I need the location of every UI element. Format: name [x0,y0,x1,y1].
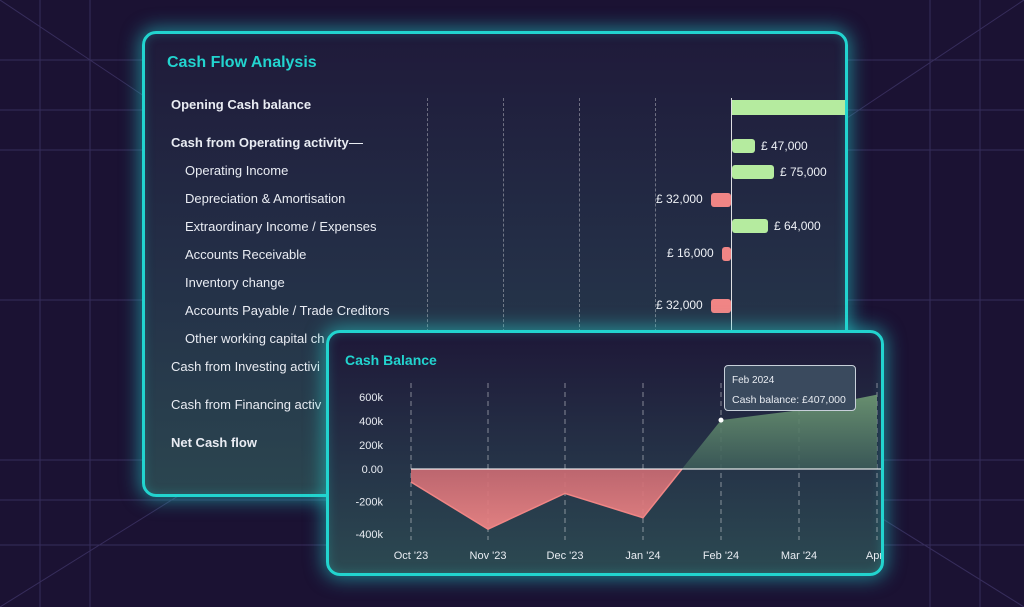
y-tick-label: -200k [355,497,383,509]
x-tick-label: Jan '24 [625,550,660,562]
row-operating-income: Operating Income [185,163,289,178]
row-inventory-change: Inventory change [185,275,285,290]
y-tick-label: 400k [359,416,383,428]
bar-accounts-receivable [722,247,731,261]
x-tick-label: Oct '23 [394,550,429,562]
x-tick-label: Dec '23 [547,550,584,562]
chart-tooltip: Feb 2024 Cash balance: £407,000 [724,365,856,411]
bar-accounts-payable [711,299,731,313]
negative-balance-area [411,469,682,530]
tooltip-value: Cash balance: £407,000 [732,394,846,406]
collapse-dash-icon[interactable] [349,143,363,144]
row-opening-cash-balance: Opening Cash balance [171,97,312,112]
bar-operating-income [732,165,774,179]
x-tick-label: Apr ' [866,550,884,562]
value-extraordinary: £ 64,000 [774,219,821,233]
grid-line [579,98,580,494]
row-accounts-payable: Accounts Payable / Trade Creditors [185,303,390,318]
row-other-working-capital: Other working capital ch [185,331,325,346]
bar-opening-cash-balance [732,100,845,115]
cash-balance-area-chart: 600k 400k 200k 0.00 -200k -400k Oct '23 Nov '23… [355,383,884,562]
zero-axis-line [731,98,732,494]
grid-line [427,98,428,494]
value-accounts-payable: £ 32,000 [656,298,703,312]
row-net-cash-flow: Net Cash flow [171,435,257,450]
grid-line [503,98,504,494]
row-depreciation: Depreciation & Amortisation [185,191,346,206]
grid-line [655,98,656,494]
row-cash-from-investing: Cash from Investing activi [171,359,320,374]
positive-balance-area [681,394,877,469]
row-extraordinary: Extraordinary Income / Expenses [185,219,377,234]
y-tick-label: 600k [359,392,383,404]
cash-balance-title: Cash Balance [345,352,437,368]
bar-cash-from-operating [732,139,755,153]
value-depreciation: £ 32,000 [656,192,703,206]
data-point [718,417,724,423]
row-cash-from-operating: Cash from Operating activity [171,135,349,150]
tooltip-date: Feb 2024 [732,375,775,386]
cash-balance-card: Cash Balance 600k 400k 200k 0.00 -200k -400k O… [326,330,884,576]
bar-extraordinary [732,219,768,233]
x-tick-label: Mar '24 [781,550,817,562]
x-tick-label: Feb '24 [703,550,739,562]
value-accounts-receivable: £ 16,000 [667,246,714,260]
value-cash-from-operating: £ 47,000 [761,139,808,153]
y-tick-label: 200k [359,440,383,452]
y-tick-label: 0.00 [362,464,383,476]
value-operating-income: £ 75,000 [780,165,827,179]
bar-depreciation [711,193,731,207]
x-tick-label: Nov '23 [470,550,507,562]
cash-flow-title: Cash Flow Analysis [167,54,317,71]
row-accounts-receivable: Accounts Receivable [185,247,307,262]
row-cash-from-financing: Cash from Financing activ [171,397,322,412]
y-tick-label: -400k [355,529,383,541]
